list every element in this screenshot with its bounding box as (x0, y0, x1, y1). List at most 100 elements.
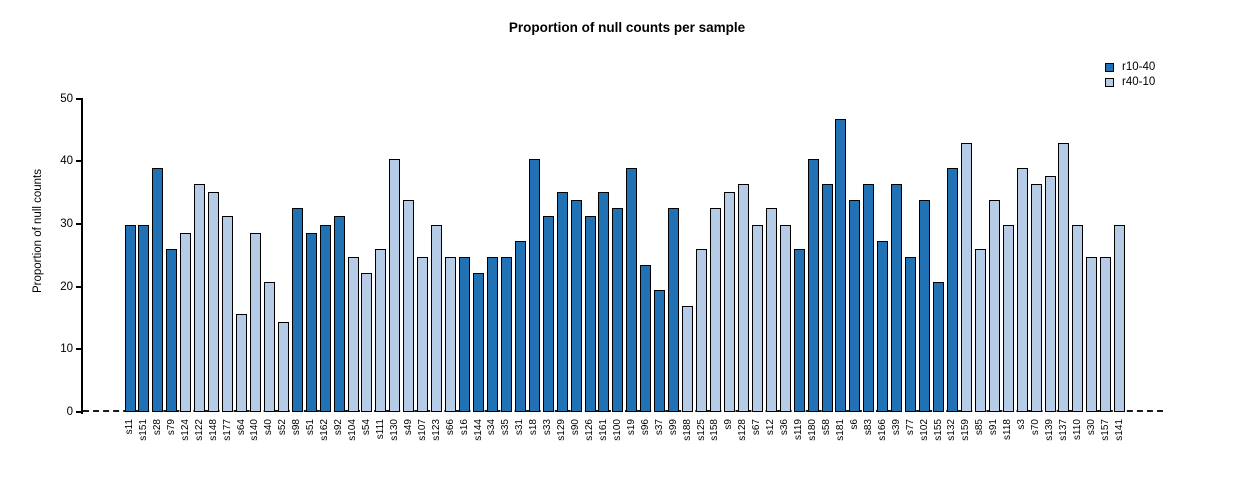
x-axis-label: s180 (807, 419, 819, 441)
x-axis-label: s67 (751, 419, 763, 436)
bar (849, 200, 861, 412)
x-axis-label: s90 (570, 419, 582, 436)
legend-color-swatch (1105, 77, 1114, 87)
bar (807, 159, 819, 412)
x-axis-label: s79 (165, 419, 177, 436)
bar (654, 289, 666, 412)
bar (305, 232, 317, 412)
bar (696, 249, 708, 412)
y-tick-label: 40 (60, 155, 73, 168)
bar (793, 249, 805, 412)
bar (263, 281, 275, 412)
x-axis-label: s33 (542, 419, 554, 436)
bar (514, 240, 526, 412)
x-axis-label: s66 (444, 419, 456, 436)
x-axis-label: s31 (514, 419, 526, 436)
legend-item: r40-10 (1105, 76, 1155, 88)
y-tick-label: 20 (60, 280, 73, 293)
x-axis-label: s30 (1085, 419, 1097, 436)
bar (486, 257, 498, 412)
bar (291, 208, 303, 412)
bar (821, 183, 833, 412)
y-tick-mark (76, 348, 82, 351)
bar (598, 191, 610, 412)
legend-item: r10-40 (1105, 61, 1155, 73)
bar (835, 118, 847, 412)
bar (737, 183, 749, 412)
bar (180, 232, 192, 412)
bar (1044, 175, 1056, 412)
x-axis-label: s19 (625, 419, 637, 436)
x-axis-label: s126 (584, 419, 596, 441)
x-axis-label: s52 (277, 419, 289, 436)
chart-title: Proportion of null counts per sample (508, 20, 746, 35)
x-axis-label: s159 (960, 419, 972, 441)
x-axis-label: s35 (500, 419, 512, 436)
x-axis-label: s36 (779, 419, 791, 436)
x-axis-label: s64 (235, 419, 247, 436)
x-axis-label: s37 (653, 419, 665, 436)
bar (403, 200, 415, 412)
x-axis-label: s54 (360, 419, 372, 436)
bar (431, 224, 443, 412)
x-axis-label: s3 (1016, 419, 1028, 430)
x-axis-label: s104 (347, 419, 359, 441)
x-axis-label: s77 (904, 419, 916, 436)
bar (905, 257, 917, 412)
bar (584, 216, 596, 412)
bar (723, 191, 735, 412)
bar (919, 200, 931, 412)
x-axis-label: s155 (932, 419, 944, 441)
x-axis-label: s123 (430, 419, 442, 441)
x-axis-label: s18 (528, 419, 540, 436)
x-axis-label: s99 (667, 419, 679, 436)
legend-label: r10-40 (1122, 61, 1156, 73)
bar (668, 208, 680, 412)
bar (208, 191, 220, 412)
x-axis-label: s85 (974, 419, 986, 436)
x-axis-label: s111 (374, 419, 386, 440)
x-axis-label: s91 (988, 419, 1000, 436)
x-axis-label: s139 (1044, 419, 1056, 441)
x-axis-label: s141 (1113, 419, 1125, 441)
bar (960, 143, 972, 412)
bar (877, 240, 889, 412)
bar (751, 224, 763, 412)
x-axis-label: s98 (291, 419, 303, 436)
x-axis-label: s162 (319, 419, 331, 441)
y-tick-label: 0 (66, 406, 73, 418)
x-axis-label: s148 (207, 419, 219, 441)
bar (626, 167, 638, 412)
x-axis-label: s40 (263, 419, 275, 436)
x-axis-label: s16 (458, 419, 470, 436)
y-tick-mark (76, 160, 82, 163)
bar (779, 224, 791, 412)
y-tick-label: 50 (60, 92, 73, 105)
legend-color-swatch (1105, 62, 1114, 72)
bar (222, 216, 234, 412)
bar (500, 257, 512, 412)
bar (236, 314, 248, 412)
x-axis-label: s107 (416, 419, 428, 441)
legend: r10-40 r40-10 (1105, 61, 1155, 91)
x-axis-label: s100 (611, 419, 623, 441)
x-axis-label: s9 (723, 419, 735, 430)
y-tick-label: 10 (60, 343, 73, 356)
bar (473, 273, 484, 412)
bar (1016, 167, 1028, 412)
bar (459, 257, 471, 412)
y-tick-mark (76, 222, 82, 225)
x-axis-label: s6 (848, 419, 860, 430)
bar (1072, 224, 1084, 412)
bar (249, 232, 261, 412)
bar (988, 200, 1000, 412)
x-axis-label: s177 (221, 419, 233, 441)
bar (933, 281, 945, 412)
x-axis-label: s181 (834, 419, 846, 441)
x-axis-label: s140 (249, 419, 261, 441)
bar (194, 183, 206, 412)
x-axis-label: s132 (946, 419, 958, 441)
bar (709, 208, 721, 412)
x-axis-label: s129 (556, 419, 568, 441)
x-axis-label: s102 (918, 419, 930, 441)
